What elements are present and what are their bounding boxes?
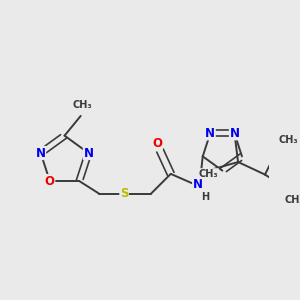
Text: CH₃: CH₃ — [199, 169, 218, 179]
Text: N: N — [193, 178, 203, 191]
Text: CH₃: CH₃ — [73, 100, 92, 110]
Text: N: N — [83, 146, 93, 160]
Text: N: N — [205, 127, 215, 140]
Text: N: N — [36, 146, 46, 160]
Text: S: S — [120, 187, 128, 200]
Text: CH₃: CH₃ — [278, 136, 298, 146]
Text: H: H — [201, 192, 209, 202]
Text: N: N — [230, 127, 239, 140]
Text: CH₃: CH₃ — [285, 195, 300, 205]
Text: O: O — [45, 175, 55, 188]
Text: O: O — [152, 137, 162, 150]
